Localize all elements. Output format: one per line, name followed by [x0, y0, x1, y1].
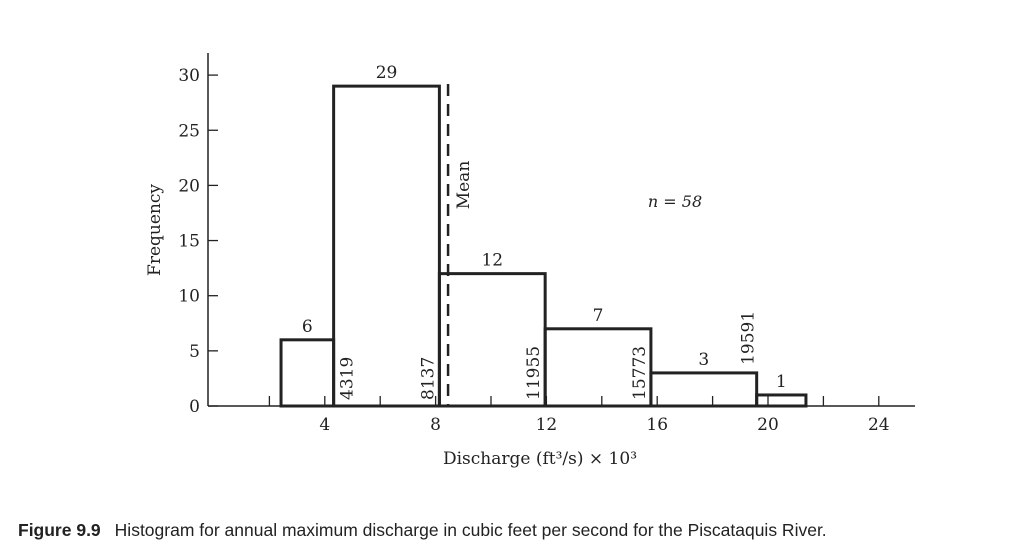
bin-edge-label: 4319 — [338, 357, 358, 400]
x-tick-label: 20 — [757, 415, 779, 435]
y-tick-label: 30 — [178, 66, 200, 86]
y-tick-label: 15 — [178, 232, 200, 252]
x-tick-label: 4 — [319, 415, 330, 435]
x-tick-label: 8 — [430, 415, 441, 435]
histogram-bar — [649, 371, 759, 408]
histogram-bar — [332, 84, 441, 408]
figure-caption: Figure 9.9 Histogram for annual maximum d… — [18, 520, 827, 541]
histogram-bar — [543, 327, 653, 408]
x-tick-label: 16 — [646, 415, 668, 435]
bar-count-label: 3 — [698, 350, 709, 370]
bin-edge-label: 19591 — [739, 311, 759, 365]
x-axis-label: Discharge (ft³/s) × 10³ — [443, 449, 637, 469]
x-tick-label: 24 — [868, 415, 890, 435]
bar-count-label: 29 — [376, 63, 398, 83]
bin-edge-label: 11955 — [524, 346, 544, 400]
sample-size-annotation: n = 58 — [648, 192, 702, 211]
bar-count-label: 12 — [481, 251, 503, 271]
y-tick-label: 25 — [178, 121, 200, 141]
bar-count-label: 6 — [302, 317, 313, 337]
caption-text: Histogram for annual maximum discharge i… — [114, 520, 827, 540]
histogram-bar — [279, 338, 336, 408]
bar-count-label: 1 — [776, 372, 787, 392]
mean-label: Mean — [454, 161, 474, 210]
y-tick-label: 10 — [178, 287, 200, 307]
bin-edge-label: 8137 — [418, 357, 438, 400]
figure-label: Figure 9.9 — [18, 520, 101, 540]
x-tick-label: 12 — [536, 415, 558, 435]
y-tick-label: 0 — [189, 397, 200, 417]
y-tick-label: 20 — [178, 176, 200, 196]
bar-count-label: 7 — [593, 306, 604, 326]
y-axis-label: Frequency — [145, 184, 165, 276]
histogram-bar — [755, 393, 808, 408]
y-tick-label: 5 — [189, 342, 200, 362]
bin-edge-label: 15773 — [630, 346, 650, 400]
